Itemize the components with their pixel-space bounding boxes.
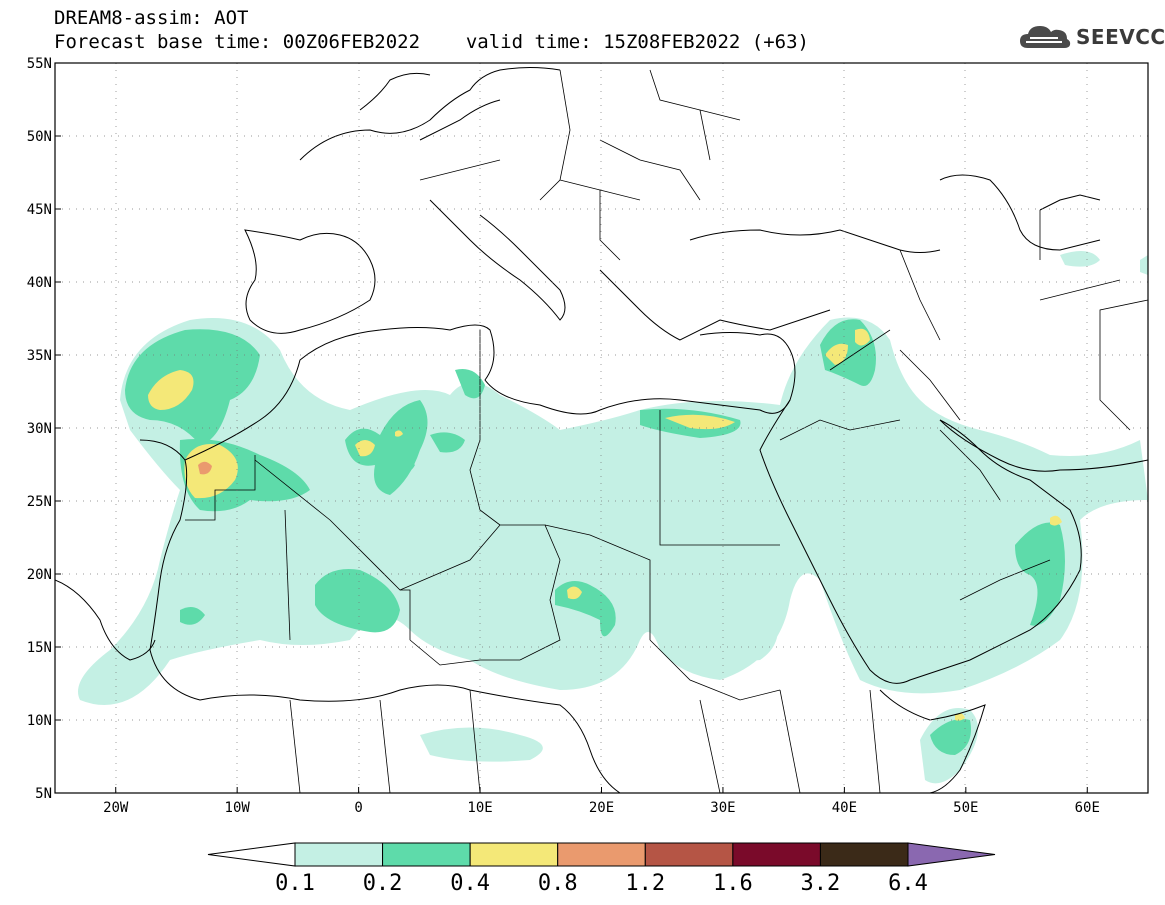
country-borders (185, 69, 1148, 793)
colorbar-cell (469, 842, 559, 867)
longitude-axis: 20W 10W 0 10E 20E 30E 40E 50E 60E (103, 787, 1100, 816)
colorbar-label: 6.4 (888, 871, 928, 896)
colorbar-label: 1.2 (625, 871, 666, 896)
forecast-base-time: Forecast base time: 00Z06FEB2022 (54, 31, 421, 53)
colorbar-low-arrow (207, 842, 296, 867)
colorbar-label: 1.6 (712, 871, 753, 896)
coastlines (55, 67, 1148, 793)
lon-tick-label: 0 (354, 800, 362, 816)
lat-tick-label: 30N (27, 421, 52, 437)
map-title: DREAM8-assim: AOT (54, 7, 249, 29)
colorbar-cell (294, 842, 384, 867)
lon-tick-label: 20E (589, 800, 614, 816)
latitude-axis: 55N 50N 45N 40N 35N 30N 25N 20N 15N 10N 5N (27, 56, 61, 802)
logo-text: SEEVCCC (1076, 25, 1165, 49)
lat-tick-label: 20N (27, 567, 52, 583)
lat-tick-label: 45N (27, 202, 52, 218)
colorbar-cell (557, 842, 646, 867)
colorbar-label: 0.8 (537, 871, 578, 896)
colorbar-high-arrow (907, 842, 996, 867)
lat-tick-label: 5N (35, 786, 52, 802)
lon-tick-label: 40E (832, 800, 857, 816)
colorbar-cell (819, 842, 909, 867)
colorbar-label: 0.4 (450, 871, 491, 896)
lat-tick-label: 15N (27, 640, 52, 656)
lat-tick-label: 10N (27, 713, 52, 729)
lat-tick-label: 40N (27, 275, 52, 291)
aot-field (55, 63, 1148, 793)
colorbar-cell (382, 842, 471, 867)
time-info: Forecast base time: 00Z06FEB2022 valid t… (54, 32, 809, 52)
colorbar-label: 0.2 (362, 871, 403, 896)
lon-tick-label: 50E (953, 800, 978, 816)
lat-tick-label: 35N (27, 348, 52, 364)
grid-lines (55, 63, 1148, 793)
colorbar-cell (732, 842, 821, 867)
lat-tick-label: 50N (27, 129, 52, 145)
cloud-icon (1020, 26, 1071, 48)
colorbar-label: 0.1 (275, 871, 315, 896)
valid-time: valid time: 15Z08FEB2022 (+63) (465, 31, 809, 53)
colorbar-cell (644, 842, 734, 867)
seevccc-logo: SEEVCCC (1018, 22, 1165, 52)
lon-tick-label: 20W (103, 800, 129, 816)
aot-contour-0-4 (148, 328, 1062, 721)
lon-tick-label: 30E (710, 800, 735, 816)
lon-tick-label: 60E (1075, 800, 1100, 816)
lon-tick-label: 10W (225, 800, 251, 816)
lat-tick-label: 55N (27, 56, 52, 72)
lat-tick-label: 25N (27, 494, 52, 510)
colorbar-label: 3.2 (800, 871, 841, 896)
lon-tick-label: 10E (467, 800, 492, 816)
aot-contour-0-8 (198, 461, 212, 475)
